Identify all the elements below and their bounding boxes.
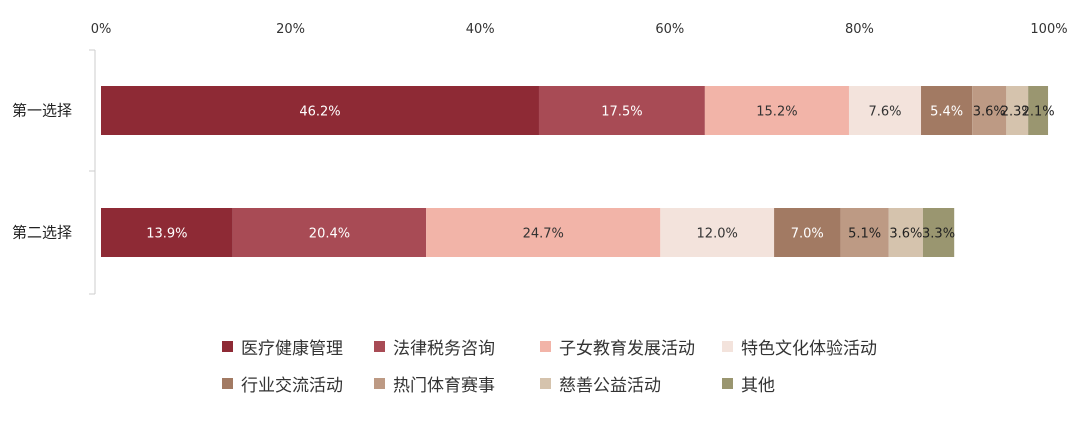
bar-segment <box>972 86 1007 135</box>
bar-segment <box>1006 86 1029 135</box>
bar-segment <box>101 86 539 135</box>
legend-item: 子女教育发展活动 <box>540 334 722 359</box>
bar-segment <box>922 208 955 257</box>
bar-value-label: 7.0% <box>791 227 824 242</box>
legend-label: 子女教育发展活动 <box>559 339 695 359</box>
legend-label: 行业交流活动 <box>241 376 343 396</box>
legend-swatch <box>540 378 551 389</box>
legend-swatch <box>374 378 385 389</box>
x-tick-label: 80% <box>845 22 874 37</box>
bar-value-label: 3.6% <box>973 105 1006 120</box>
bar-segment <box>921 86 973 135</box>
legend-item: 其他 <box>722 371 912 396</box>
bar-segment <box>888 208 923 257</box>
bar-value-label: 7.6% <box>868 105 901 120</box>
legend-item: 医疗健康管理 <box>222 334 374 359</box>
x-tick-label: 60% <box>655 22 684 37</box>
legend-item: 慈善公益活动 <box>540 371 722 396</box>
legend-swatch <box>722 341 733 352</box>
bar-segment <box>1028 86 1049 135</box>
x-tick-label: 20% <box>276 22 305 37</box>
bar-segment <box>101 208 233 257</box>
x-tick-label: 0% <box>91 22 112 37</box>
legend-swatch <box>540 341 551 352</box>
legend-item: 特色文化体验活动 <box>722 334 912 359</box>
legend-item: 行业交流活动 <box>222 371 374 396</box>
bar-value-label: 5.4% <box>930 105 963 120</box>
legend-label: 其他 <box>741 376 775 396</box>
bar-value-label: 2.1% <box>1022 105 1055 120</box>
legend-swatch <box>222 341 233 352</box>
bar-segment <box>774 208 841 257</box>
bar-segment <box>704 86 849 135</box>
bar-value-label: 12.0% <box>697 227 738 242</box>
legend-label: 特色文化体验活动 <box>741 339 877 359</box>
bar-segment <box>232 208 427 257</box>
legend-label: 热门体育赛事 <box>393 376 495 396</box>
legend-item: 热门体育赛事 <box>374 371 540 396</box>
x-tick-label: 100% <box>1030 22 1067 37</box>
legend-label: 医疗健康管理 <box>241 339 343 359</box>
bar-segment <box>426 208 661 257</box>
legend: 医疗健康管理 法律税务咨询 子女教育发展活动 特色文化体验活动行业交流活动 热门体育赛事… <box>222 334 922 396</box>
legend-item: 法律税务咨询 <box>374 334 540 359</box>
bar-segment <box>840 208 889 257</box>
legend-swatch <box>222 378 233 389</box>
bar-value-label: 5.1% <box>848 227 881 242</box>
category-label: 第一选择 <box>12 102 72 120</box>
legend-label: 慈善公益活动 <box>559 376 661 396</box>
bar-value-label: 20.4% <box>309 227 350 242</box>
bar-value-label: 46.2% <box>299 105 340 120</box>
bar-value-label: 3.3% <box>922 227 955 242</box>
bar-value-label: 3.6% <box>889 227 922 242</box>
legend-swatch <box>722 378 733 389</box>
bar-value-label: 2.3% <box>1001 105 1034 120</box>
bar-value-label: 24.7% <box>523 227 564 242</box>
bar-segment <box>848 86 922 135</box>
legend-label: 法律税务咨询 <box>393 339 495 359</box>
legend-swatch <box>374 341 385 352</box>
bar-value-label: 15.2% <box>756 105 797 120</box>
bar-segment <box>538 86 705 135</box>
bar-value-label: 13.9% <box>146 227 187 242</box>
bar-segment <box>660 208 775 257</box>
bar-value-label: 17.5% <box>601 105 642 120</box>
x-tick-label: 40% <box>466 22 495 37</box>
category-label: 第二选择 <box>12 224 72 242</box>
